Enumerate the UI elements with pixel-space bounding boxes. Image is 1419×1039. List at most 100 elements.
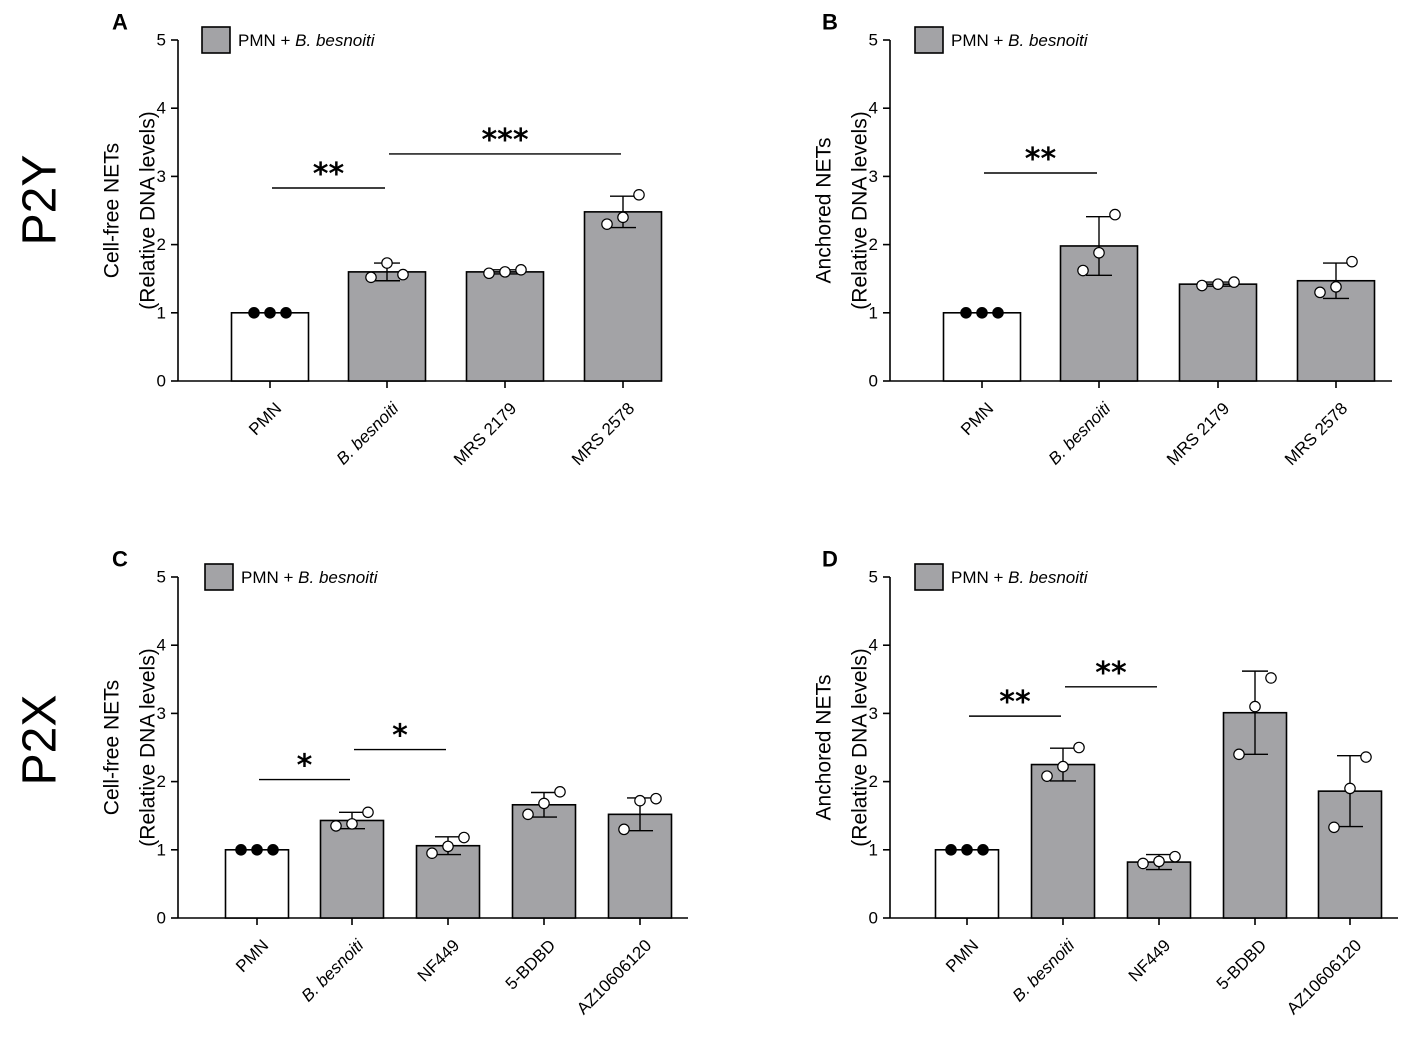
x-tick-label: MRS 2179	[1163, 399, 1233, 469]
data-point	[618, 823, 630, 836]
data-point	[346, 818, 358, 830]
y-tick-label: 2	[157, 235, 166, 254]
data-point	[1360, 751, 1372, 763]
x-tick-label: AZ10606120	[573, 936, 655, 1018]
y-tick-label: 4	[157, 636, 166, 655]
panel-letter: D	[822, 547, 838, 572]
x-tick-label: MRS 2578	[1281, 399, 1351, 469]
y-tick-label: 2	[869, 235, 878, 254]
significance-label: *	[392, 719, 408, 754]
y-tick-label: 3	[869, 704, 878, 723]
legend: PMN + B. besnoiti	[201, 26, 376, 54]
panel-b: B Anchored NETs (Relative DNA levels) 0 1 2 3 4…	[813, 10, 1392, 469]
legend-label-italic: B. besnoiti	[1008, 31, 1089, 50]
x-tick-label: MRS 2179	[450, 399, 520, 469]
y-axis-title: (Relative DNA levels)	[137, 111, 160, 309]
panel-letter: C	[112, 547, 128, 572]
data-point	[617, 211, 629, 224]
x-tick-label: 5-BDBD	[502, 936, 560, 994]
data-point	[1137, 857, 1149, 870]
significance-label: **	[999, 685, 1031, 720]
y-axis-title: Anchored NETs	[813, 675, 836, 821]
bar	[511, 803, 577, 919]
bar	[1178, 283, 1258, 382]
data-point	[538, 797, 550, 810]
y-tick-label: 0	[157, 909, 166, 928]
y-axis-title: (Relative DNA levels)	[849, 111, 872, 309]
legend-swatch	[201, 26, 231, 54]
legend-swatch	[914, 26, 944, 54]
data-point	[1057, 760, 1069, 773]
y-tick-label: 3	[157, 167, 166, 186]
legend-swatch	[204, 563, 234, 591]
y-tick-label: 0	[869, 909, 878, 928]
y-tick-label: 0	[869, 372, 878, 391]
data-point	[1330, 281, 1342, 293]
x-tick-label: PMN	[245, 399, 285, 439]
y-tick-label: 5	[869, 568, 878, 587]
legend-label: PMN + B. besnoiti	[238, 31, 376, 50]
data-point	[522, 808, 534, 821]
y-tick-label: 4	[869, 636, 878, 655]
x-tick-label: PMN	[942, 936, 982, 976]
significance-label: **	[1025, 142, 1057, 177]
data-point	[442, 840, 454, 853]
data-point	[1346, 255, 1358, 268]
panel-letter: A	[112, 10, 128, 35]
data-point	[1212, 278, 1224, 290]
significance-label: ***	[481, 123, 528, 158]
panel-d: D Anchored NETs (Relative DNA levels) 0 1 2 3 4…	[813, 547, 1398, 1018]
significance-label: **	[1095, 656, 1127, 691]
legend-swatch	[914, 563, 944, 591]
data-point	[1228, 276, 1240, 288]
y-tick-label: 2	[869, 772, 878, 791]
x-tick-label: PMN	[232, 936, 272, 976]
data-point	[330, 820, 342, 832]
y-tick-label: 4	[157, 99, 166, 118]
data-point	[634, 794, 646, 807]
data-point	[961, 843, 973, 856]
data-point	[1314, 286, 1326, 299]
data-point	[235, 843, 247, 856]
bar	[583, 211, 663, 382]
data-point	[483, 267, 495, 280]
x-tick-label: PMN	[957, 399, 997, 439]
legend-label: PMN + B. besnoiti	[951, 568, 1089, 587]
row-label-p2x: P2X	[14, 695, 67, 786]
data-point	[1093, 246, 1105, 259]
data-point	[280, 306, 292, 319]
bar	[224, 848, 290, 919]
panel-letter: B	[822, 10, 838, 35]
y-tick-label: 0	[157, 372, 166, 391]
data-point	[554, 786, 566, 798]
data-point	[1233, 748, 1245, 761]
y-tick-label: 5	[157, 568, 166, 587]
data-point	[633, 189, 645, 201]
data-point	[1077, 264, 1089, 277]
legend-label-italic: B. besnoiti	[1008, 568, 1089, 587]
bar	[1030, 763, 1096, 919]
x-tick-label: B. besnoiti	[1009, 935, 1079, 1005]
data-point	[1169, 850, 1181, 863]
bar	[230, 311, 310, 382]
y-tick-label: 5	[157, 31, 166, 50]
legend-label-plain: PMN +	[238, 31, 295, 50]
data-point	[992, 306, 1004, 319]
data-point	[397, 268, 409, 281]
x-tick-label: B. besnoiti	[333, 398, 403, 468]
data-point	[426, 847, 438, 860]
x-tick-label: AZ10606120	[1283, 936, 1365, 1018]
bar	[1126, 861, 1192, 919]
data-point	[251, 843, 263, 856]
y-tick-label: 3	[869, 167, 878, 186]
data-point	[1265, 672, 1277, 684]
legend-label-plain: PMN +	[951, 568, 1008, 587]
bar	[347, 271, 427, 382]
legend-label-plain: PMN +	[951, 31, 1008, 50]
data-point	[1344, 782, 1356, 795]
data-point	[458, 831, 470, 844]
y-tick-label: 1	[869, 840, 878, 859]
data-point	[1196, 279, 1208, 292]
legend-label-italic: B. besnoiti	[295, 31, 376, 50]
y-axis-title: (Relative DNA levels)	[849, 648, 872, 846]
